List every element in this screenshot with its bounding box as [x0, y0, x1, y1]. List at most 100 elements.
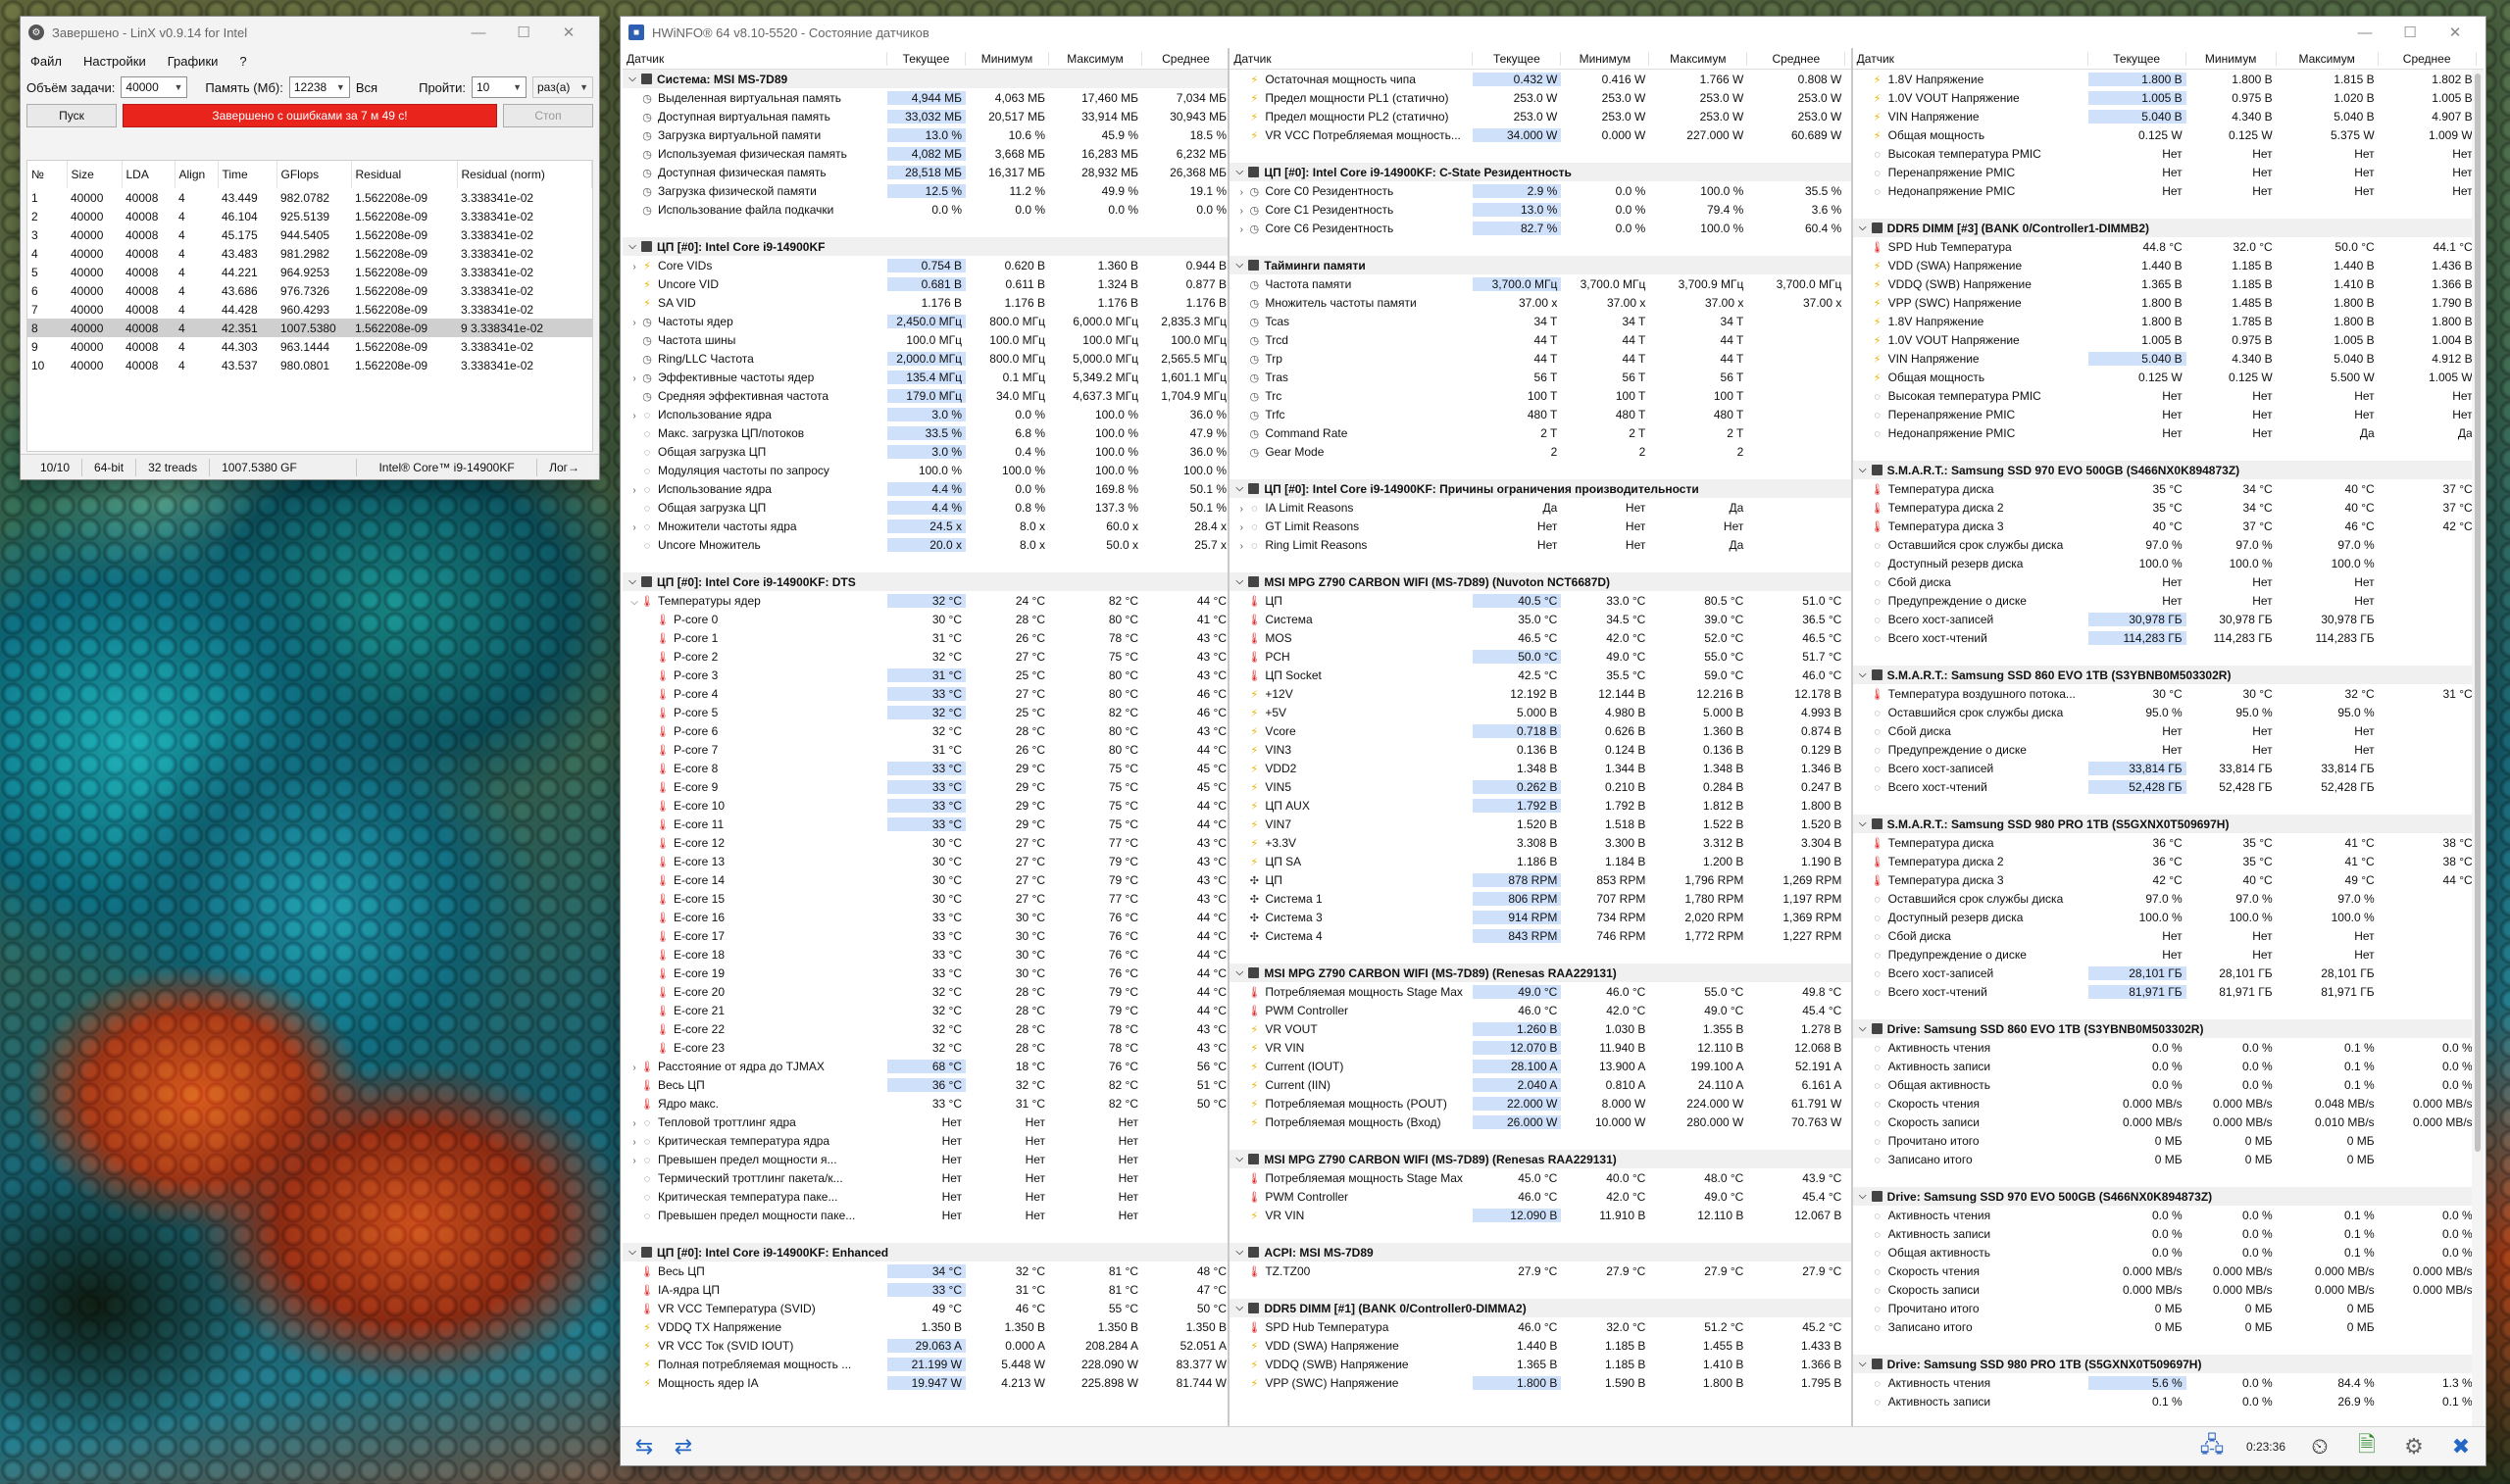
sensor-row[interactable]: › ◌ Превышен предел мощности я... Нет Нет Нет	[623, 1150, 1228, 1168]
results-column-header[interactable]: Residual	[351, 161, 458, 188]
sensor-row[interactable]: › ◌ Использование ядра 3.0 % 0.0 % 100.0 % 36.…	[623, 405, 1228, 423]
sensor-row[interactable]: 🌡 E-core 11 33 °C 29 °C 75 °C 44 °C	[623, 815, 1228, 833]
sensor-column-header[interactable]: Минимум	[1561, 51, 1650, 66]
sensor-row[interactable]: ⚡ Предел мощности PL2 (статично) 253.0 W 25…	[1230, 107, 1850, 125]
sensor-row[interactable]: ⚡ Current (IIN) 2.040 A 0.810 A 24.110 A 6.16…	[1230, 1075, 1850, 1094]
results-column-header[interactable]: Size	[67, 161, 123, 188]
sensor-row[interactable]: ⚡ Uncore VID 0.681 В 0.611 В 1.324 В 0.877 В	[623, 274, 1228, 293]
sensor-column-header[interactable]: Текущее	[887, 51, 966, 66]
sensor-row[interactable]: ◌ Всего хост-чтений 52,428 ГБ 52,428 ГБ 52,4…	[1853, 777, 2484, 796]
pass-unit-combo[interactable]: раз(а) ▼	[532, 76, 593, 98]
sensor-row[interactable]: ◷ Trc 100 T 100 T 100 T	[1230, 386, 1850, 405]
results-row[interactable]: 6 40000 40008 4 43.686 976.7326 1.562208e-09 3.…	[27, 281, 592, 300]
sensor-row[interactable]: 🌡 Температура воздушного потока... 30 °C 30…	[1853, 684, 2484, 703]
sensor-row[interactable]: ◷ Trp 44 T 44 T 44 T	[1230, 349, 1850, 368]
sensor-column-header[interactable]: Среднее	[1747, 51, 1846, 66]
sensor-row[interactable]: ◌ Прочитано итого 0 МБ 0 МБ 0 МБ	[1853, 1131, 2484, 1150]
sensor-row[interactable]: ◷ Средняя эффективная частота 179.0 МГц 34.…	[623, 386, 1228, 405]
results-table-container[interactable]: № Size LDA Align Time GFlops Residual Residual …	[26, 160, 593, 452]
sensor-row[interactable]: ◌ Оставшийся срок службы диска 95.0 % 95.0 …	[1853, 703, 2484, 721]
sensor-row[interactable]: 🌡 Весь ЦП 34 °C 32 °C 81 °C 48 °C	[623, 1261, 1228, 1280]
sensor-row[interactable]: › ◌ Критическая температура ядра Нет Нет Нет	[623, 1131, 1228, 1150]
results-column-header[interactable]: Align	[175, 161, 219, 188]
minimize-button[interactable]: —	[2357, 24, 2373, 41]
sensor-row[interactable]: ◌ Предупреждение о диске Нет Нет Нет	[1853, 945, 2484, 964]
sensor-row[interactable]: 🌡 TZ.TZ00 27.9 °C 27.9 °C 27.9 °C 27.9 °C	[1230, 1261, 1850, 1280]
sensor-row[interactable]: 🌡 SPD Hub Температура 44.8 °C 32.0 °C 50.0 °…	[1853, 237, 2484, 256]
sensor-row[interactable]: › ◌ Ring Limit Reasons Нет Нет Да	[1230, 535, 1850, 554]
sensor-row[interactable]: ⚡ 1.8V Напряжение 1.800 В 1.785 В 1.800 В 1.8…	[1853, 312, 2484, 330]
sensor-column-header[interactable]: Среднее	[1142, 52, 1228, 66]
sensor-row[interactable]: ◷ Используемая физическая память 4,082 МБ 3…	[623, 144, 1228, 163]
sensor-row[interactable]: 🌡 E-core 23 32 °C 28 °C 78 °C 43 °C	[623, 1038, 1228, 1057]
sensor-pane-1[interactable]: Датчик Текущее Минимум Максимум Среднее ⌵ Сист…	[623, 48, 1230, 1428]
sensor-group-header[interactable]: ⌵ Drive: Samsung SSD 970 EVO 500GB (S466N…	[1852, 1187, 2484, 1206]
scrollbar-thumb[interactable]	[2475, 74, 2481, 1152]
sensor-column-header[interactable]: Датчик	[623, 51, 887, 66]
sensor-row[interactable]: ◌ Сбой диска Нет Нет Нет	[1853, 721, 2484, 740]
chevron-down-icon[interactable]: ⌵	[1858, 818, 1867, 829]
chevron-down-icon[interactable]: ⌵	[1235, 1247, 1244, 1258]
sensor-group-header[interactable]: ⌵ S.M.A.R.T.: Samsung SSD 970 EVO 500GB (…	[1852, 461, 2484, 479]
sensor-group-header[interactable]: ⌵ Тайминги памяти	[1230, 256, 1851, 274]
sensor-row[interactable]: ◷ Частота шины 100.0 МГц 100.0 МГц 100.0 МГц…	[623, 330, 1228, 349]
chevron-down-icon[interactable]: ⌵	[1858, 223, 1867, 233]
sensor-group-header[interactable]: ⌵ DDR5 DIMM [#3] (BANK 0/Controller1-DIMM…	[1852, 219, 2484, 237]
task-size-combo[interactable]: 40000 ▼	[121, 76, 188, 98]
sensor-row[interactable]: 🌡 Температура диска 2 35 °C 34 °C 40 °C 37 °C	[1853, 498, 2484, 517]
chevron-down-icon[interactable]: ⌵	[1858, 1023, 1867, 1034]
sensor-row[interactable]: ⚡ Current (IOUT) 28.100 A 13.900 A 199.100 A…	[1230, 1057, 1850, 1075]
sensor-row[interactable]: ◌ Активность чтения 5.6 % 0.0 % 84.4 % 1.3 %	[1853, 1373, 2484, 1392]
sensor-row[interactable]: 🌡 Температура диска 3 42 °C 40 °C 49 °C 44 °C	[1853, 870, 2484, 889]
sensor-row[interactable]: 🌡 E-core 17 33 °C 30 °C 76 °C 44 °C	[623, 926, 1228, 945]
sensor-column-header[interactable]: Датчик	[1853, 51, 2088, 66]
sensor-row[interactable]: ◌ Прочитано итого 0 МБ 0 МБ 0 МБ	[1853, 1299, 2484, 1317]
sensor-row[interactable]: ⚡ Предел мощности PL1 (статично) 253.0 W 25…	[1230, 88, 1850, 107]
sensor-row[interactable]: ◌ Перенапряжение PMIC Нет Нет Нет Нет	[1853, 405, 2484, 423]
chevron-down-icon[interactable]: ⌵	[1235, 1303, 1244, 1313]
sensor-row[interactable]: ⚡ VIN Напряжение 5.040 В 4.340 В 5.040 В 4.91…	[1853, 349, 2484, 368]
sensor-row[interactable]: ⚡ SA VID 1.176 В 1.176 В 1.176 В 1.176 В	[623, 293, 1228, 312]
chevron-down-icon[interactable]: ⌵	[628, 1247, 636, 1258]
sensor-row[interactable]: ⚡ Потребляемая мощность (POUT) 22.000 W 8.0…	[1230, 1094, 1850, 1113]
sensor-row[interactable]: ✣ ЦП 878 RPM 853 RPM 1,796 RPM 1,269 RPM	[1230, 870, 1850, 889]
results-row[interactable]: 3 40000 40008 4 45.175 944.5405 1.562208e-09 3.…	[27, 225, 592, 244]
results-row[interactable]: 10 40000 40008 4 43.537 980.0801 1.562208e-09 3…	[27, 356, 592, 374]
close-button[interactable]: ✕	[562, 25, 576, 41]
sensor-row[interactable]: 🌡 P-core 6 32 °C 28 °C 80 °C 43 °C	[623, 721, 1228, 740]
sensor-row[interactable]: ◷ Trfc 480 T 480 T 480 T	[1230, 405, 1850, 423]
sensor-row[interactable]: 🌡 P-core 2 32 °C 27 °C 75 °C 43 °C	[623, 647, 1228, 666]
sensor-row[interactable]: ◌ Записано итого 0 МБ 0 МБ 0 МБ	[1853, 1150, 2484, 1168]
vertical-scrollbar[interactable]	[2472, 70, 2484, 1428]
sensor-row[interactable]: ◷ Доступная физическая память 28,518 МБ 16,…	[623, 163, 1228, 181]
sensor-row[interactable]: 🌡 VR VCC Температура (SVID) 49 °C 46 °C 55 °…	[623, 1299, 1228, 1317]
chevron-right-icon[interactable]: ›	[1239, 503, 1244, 515]
menu-graphs[interactable]: Графики	[167, 53, 219, 69]
sensor-row[interactable]: › ◷ Core C0 Резидентность 2.9 % 0.0 % 100.0 %…	[1230, 181, 1850, 200]
sensor-group-header[interactable]: ⌵ MSI MPG Z790 CARBON WIFI (MS-7D89) (Ren…	[1230, 1150, 1851, 1168]
sensor-row[interactable]: ◷ Выделенная виртуальная память 4,944 МБ 4,…	[623, 88, 1228, 107]
sensor-row[interactable]: ◌ Доступный резерв диска 100.0 % 100.0 % 100…	[1853, 554, 2484, 572]
sensor-row[interactable]: ✣ Система 4 843 RPM 746 RPM 1,772 RPM 1,227 R…	[1230, 926, 1850, 945]
sensor-group-header[interactable]: ⌵ ЦП [#0]: Intel Core i9-14900KF: DTS	[623, 572, 1229, 591]
sensor-row[interactable]: ◌ Предупреждение о диске Нет Нет Нет	[1853, 591, 2484, 610]
sensor-row[interactable]: ⚡ +5V 5.000 В 4.980 В 5.000 В 4.993 В	[1230, 703, 1850, 721]
chevron-right-icon[interactable]: ›	[1239, 205, 1244, 217]
arrows-layout-icon[interactable]: ⇄	[674, 1433, 693, 1459]
network-icon[interactable]: 🖧	[2199, 1431, 2225, 1457]
sensor-row[interactable]: 🌡 P-core 5 32 °C 25 °C 82 °C 46 °C	[623, 703, 1228, 721]
sensor-row[interactable]: 🌡 E-core 8 33 °C 29 °C 75 °C 45 °C	[623, 759, 1228, 777]
sensor-row[interactable]: ◌ Uncore Множитель 20.0 x 8.0 x 50.0 x 25.7 x	[623, 535, 1228, 554]
sensor-row[interactable]: ◌ Оставшийся срок службы диска 97.0 % 97.0 …	[1853, 535, 2484, 554]
memory-combo[interactable]: 12238 ▼	[288, 76, 350, 98]
results-column-header[interactable]: Residual (norm)	[457, 161, 592, 188]
maximize-button[interactable]: ☐	[2403, 25, 2417, 41]
sensor-group-header[interactable]: ⌵ S.M.A.R.T.: Samsung SSD 860 EVO 1TB (S3…	[1852, 666, 2484, 684]
sensor-row[interactable]: 🌡 Потребляемая мощность Stage Max 45.0 °C 4…	[1230, 1168, 1850, 1187]
sensor-row[interactable]: ⚡ VDD (SWA) Напряжение 1.440 В 1.185 В 1.440…	[1853, 256, 2484, 274]
hwinfo-titlebar[interactable]: ■ HWiNFO® 64 v8.10-5520 - Состояние датч…	[621, 17, 2485, 48]
sensor-row[interactable]: ◷ Ring/LLC Частота 2,000.0 МГц 800.0 МГц 5,0…	[623, 349, 1228, 368]
sensor-row[interactable]: › ◷ Core C6 Резидентность 82.7 % 0.0 % 100.0 …	[1230, 219, 1850, 237]
log-button[interactable]: Лог→	[549, 460, 579, 474]
